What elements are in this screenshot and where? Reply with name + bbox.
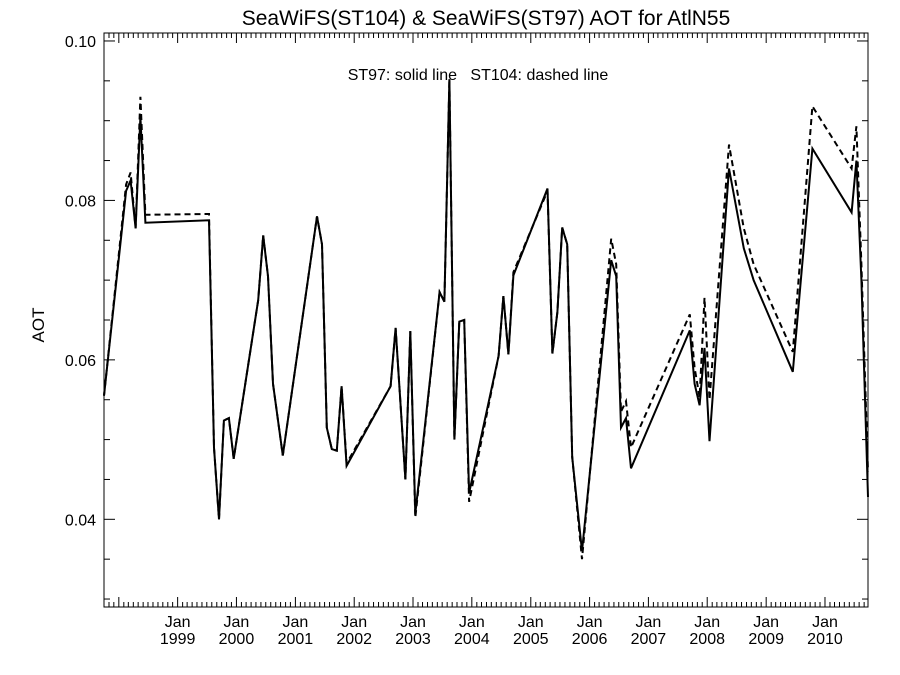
line-style-annotation: ST97: solid line ST104: dashed line [348, 67, 609, 84]
x-tick-label-month: Jan [400, 614, 426, 631]
y-tick-label: 0.08 [65, 193, 96, 210]
x-tick-label-month: Jan [341, 614, 367, 631]
x-tick-label-month: Jan [753, 614, 779, 631]
x-tick-label-year: 2010 [807, 631, 843, 648]
y-tick-label: 0.04 [65, 512, 96, 529]
y-tick-label: 0.06 [65, 353, 96, 370]
x-axis-tick-labels: Jan1999Jan2000Jan2001Jan2002Jan2003Jan20… [160, 614, 843, 648]
x-tick-label-year: 2001 [278, 631, 314, 648]
x-tick-label-year: 2009 [748, 631, 784, 648]
y-axis-ticks [104, 40, 868, 600]
x-tick-label-month: Jan [694, 614, 720, 631]
chart-title: SeaWiFS(ST104) & SeaWiFS(ST97) AOT for A… [242, 7, 731, 30]
plot-lines [103, 79, 869, 560]
x-tick-label-month: Jan [518, 614, 544, 631]
x-tick-label-month: Jan [283, 614, 309, 631]
x-tick-label-year: 2000 [219, 631, 255, 648]
x-tick-label-month: Jan [577, 614, 603, 631]
x-tick-label-year: 2003 [395, 631, 431, 648]
x-tick-label-year: 2008 [689, 631, 725, 648]
x-axis-ticks [103, 33, 865, 607]
x-tick-label-month: Jan [636, 614, 662, 631]
x-tick-label-year: 2004 [454, 631, 490, 648]
series-line-st97 [103, 79, 869, 552]
x-tick-label-month: Jan [459, 614, 485, 631]
series-line-st104 [103, 79, 869, 560]
x-tick-label-year: 2007 [631, 631, 667, 648]
x-tick-label-month: Jan [165, 614, 191, 631]
x-tick-label-year: 2005 [513, 631, 549, 648]
y-tick-label: 0.10 [65, 34, 96, 51]
x-tick-label-month: Jan [812, 614, 838, 631]
x-tick-label-year: 2006 [572, 631, 608, 648]
y-axis-tick-labels: 0.04 0.06 0.08 0.10 [65, 34, 96, 529]
plot-frame [103, 32, 869, 608]
x-tick-label-year: 2002 [336, 631, 372, 648]
x-tick-label-year: 1999 [160, 631, 196, 648]
x-tick-label-month: Jan [224, 614, 250, 631]
y-axis-label: AOT [29, 308, 48, 343]
